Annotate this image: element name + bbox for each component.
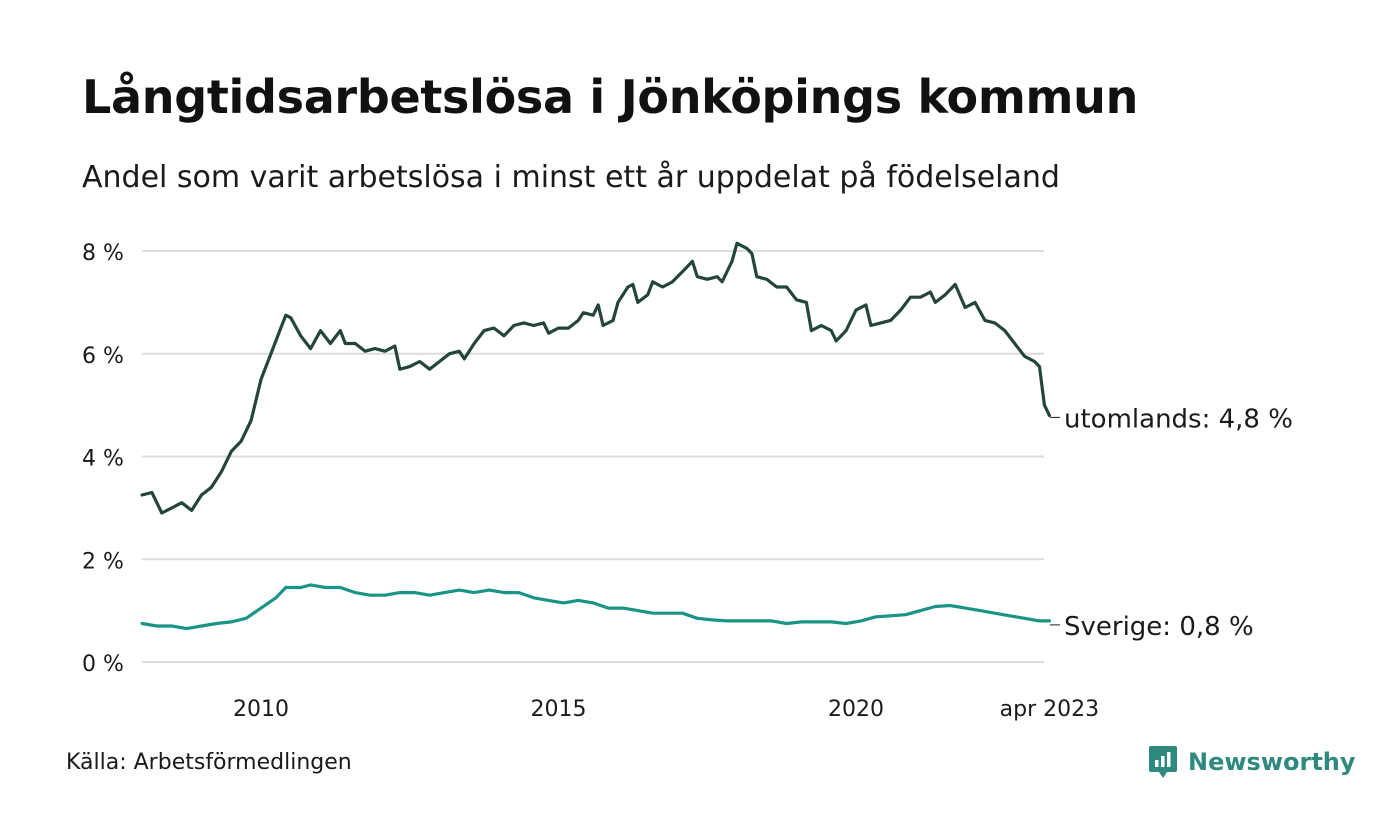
x-tick-label: 2020 bbox=[828, 697, 884, 722]
x-tick-label: apr 2023 bbox=[1000, 697, 1099, 722]
chart-subtitle: Andel som varit arbetslösa i minst ett å… bbox=[82, 160, 1060, 195]
y-tick-label: 0 % bbox=[82, 652, 124, 677]
y-tick-label: 4 % bbox=[82, 447, 124, 472]
grid-lines bbox=[142, 250, 1044, 663]
y-tick-label: 6 % bbox=[82, 344, 124, 369]
series-line-utomlands bbox=[140, 241, 1051, 515]
brand-name: Newsworthy bbox=[1188, 748, 1356, 776]
series-lines bbox=[140, 241, 1051, 631]
source-note: Källa: Arbetsförmedlingen bbox=[66, 750, 352, 775]
chart-title: Långtidsarbetslösa i Jönköpings kommun bbox=[82, 70, 1139, 124]
series-line-sverige bbox=[140, 583, 1051, 631]
newsworthy-logo-icon bbox=[1149, 746, 1177, 778]
x-axis-ticks: 2010 2015 2020 apr 2023 bbox=[233, 697, 1099, 722]
brand-logo: Newsworthy bbox=[1148, 744, 1356, 780]
y-tick-label: 8 % bbox=[82, 241, 124, 266]
x-tick-label: 2015 bbox=[531, 697, 587, 722]
x-tick-label: 2010 bbox=[233, 697, 289, 722]
end-label-utomlands: utomlands: 4,8 % bbox=[1064, 404, 1293, 434]
y-tick-label: 2 % bbox=[82, 549, 124, 574]
end-labels: utomlands: 4,8 % Sverige: 0,8 % bbox=[1050, 404, 1293, 642]
y-axis-ticks: 0 % 2 % 4 % 6 % 8 % bbox=[82, 241, 124, 677]
end-label-sverige: Sverige: 0,8 % bbox=[1064, 612, 1254, 642]
